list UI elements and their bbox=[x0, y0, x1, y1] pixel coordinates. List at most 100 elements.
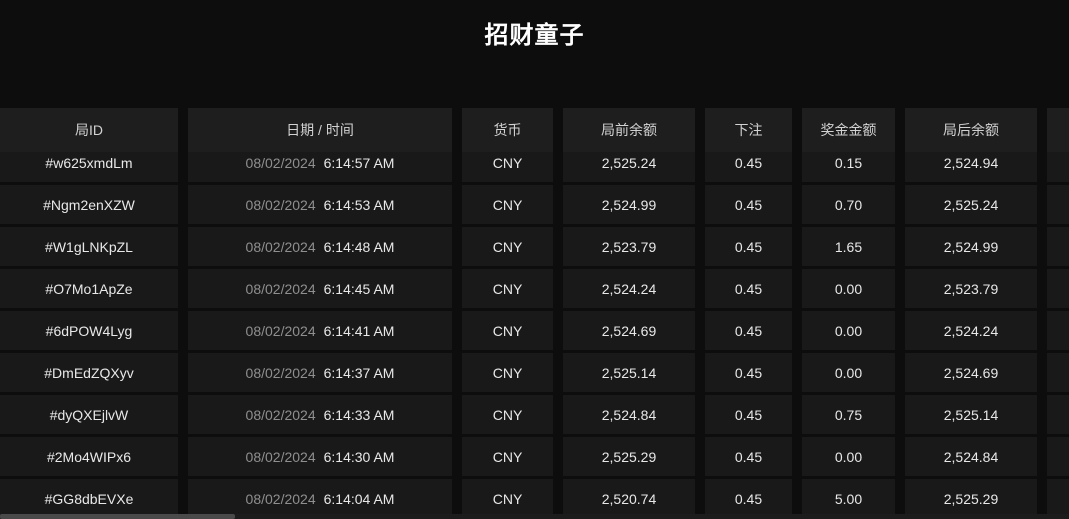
balance-before: 2,524.84 bbox=[563, 395, 695, 434]
column-header-bet: 下注 bbox=[705, 108, 792, 152]
spacer-cell bbox=[1047, 437, 1069, 476]
spacer-cell bbox=[1047, 185, 1069, 224]
table-header: 局ID 日期 / 时间 货币 局前余额 下注 奖金金额 局后余额 bbox=[0, 108, 1069, 152]
date: 08/02/2024 bbox=[245, 448, 316, 465]
round-id: #dyQXEjlvW bbox=[0, 395, 178, 434]
table-row: #GG8dbEVXe 08/02/2024 6:14:04 AM CNY 2,5… bbox=[0, 479, 1069, 518]
time: 6:14:04 AM bbox=[323, 490, 395, 507]
time: 6:14:57 AM bbox=[323, 154, 395, 171]
table-row: #W1gLNKpZL 08/02/2024 6:14:48 AM CNY 2,5… bbox=[0, 227, 1069, 266]
date: 08/02/2024 bbox=[245, 280, 316, 297]
prize: 0.00 bbox=[802, 269, 895, 308]
balance-after: 2,525.14 bbox=[905, 395, 1037, 434]
prize: 0.75 bbox=[802, 395, 895, 434]
currency: CNY bbox=[462, 437, 553, 476]
prize: 0.00 bbox=[802, 437, 895, 476]
currency: CNY bbox=[462, 185, 553, 224]
date: 08/02/2024 bbox=[245, 238, 316, 255]
time: 6:14:48 AM bbox=[323, 238, 395, 255]
page-title: 招财童子 bbox=[484, 22, 585, 49]
currency: CNY bbox=[462, 353, 553, 392]
date: 08/02/2024 bbox=[245, 364, 316, 381]
datetime-cell: 08/02/2024 6:14:37 AM bbox=[188, 353, 452, 392]
bet: 0.45 bbox=[705, 353, 792, 392]
time: 6:14:33 AM bbox=[323, 406, 395, 423]
column-header-round-id: 局ID bbox=[0, 108, 178, 152]
column-header-balance-before: 局前余额 bbox=[563, 108, 695, 152]
spacer-cell bbox=[1047, 479, 1069, 518]
balance-after: 2,523.79 bbox=[905, 269, 1037, 308]
date: 08/02/2024 bbox=[245, 490, 316, 507]
currency: CNY bbox=[462, 311, 553, 350]
balance-after: 2,525.24 bbox=[905, 185, 1037, 224]
balance-before: 2,524.99 bbox=[563, 185, 695, 224]
table-row: #O7Mo1ApZe 08/02/2024 6:14:45 AM CNY 2,5… bbox=[0, 269, 1069, 308]
currency: CNY bbox=[462, 479, 553, 518]
datetime-cell: 08/02/2024 6:14:33 AM bbox=[188, 395, 452, 434]
time: 6:14:30 AM bbox=[323, 448, 395, 465]
round-id: #O7Mo1ApZe bbox=[0, 269, 178, 308]
balance-after: 2,524.69 bbox=[905, 353, 1037, 392]
currency: CNY bbox=[462, 269, 553, 308]
date: 08/02/2024 bbox=[245, 196, 316, 213]
currency: CNY bbox=[462, 227, 553, 266]
table-row: #2Mo4WIPx6 08/02/2024 6:14:30 AM CNY 2,5… bbox=[0, 437, 1069, 476]
horizontal-scrollbar[interactable] bbox=[0, 514, 1069, 519]
datetime-cell: 08/02/2024 6:14:45 AM bbox=[188, 269, 452, 308]
column-header-balance-after: 局后余额 bbox=[905, 108, 1037, 152]
prize: 1.65 bbox=[802, 227, 895, 266]
column-header-datetime: 日期 / 时间 bbox=[188, 108, 452, 152]
bet: 0.45 bbox=[705, 479, 792, 518]
date: 08/02/2024 bbox=[245, 406, 316, 423]
balance-after: 2,524.99 bbox=[905, 227, 1037, 266]
balance-before: 2,524.69 bbox=[563, 311, 695, 350]
datetime-cell: 08/02/2024 6:14:30 AM bbox=[188, 437, 452, 476]
round-id: #6dPOW4Lyg bbox=[0, 311, 178, 350]
bet: 0.45 bbox=[705, 185, 792, 224]
round-id: #GG8dbEVXe bbox=[0, 479, 178, 518]
datetime-cell: 08/02/2024 6:14:04 AM bbox=[188, 479, 452, 518]
balance-before: 2,523.79 bbox=[563, 227, 695, 266]
column-header-prize: 奖金金额 bbox=[802, 108, 895, 152]
time: 6:14:45 AM bbox=[323, 280, 395, 297]
table-row: #6dPOW4Lyg 08/02/2024 6:14:41 AM CNY 2,5… bbox=[0, 311, 1069, 350]
prize: 5.00 bbox=[802, 479, 895, 518]
spacer-cell bbox=[1047, 311, 1069, 350]
time: 6:14:53 AM bbox=[323, 196, 395, 213]
round-id: #DmEdZQXyv bbox=[0, 353, 178, 392]
table-row: #dyQXEjlvW 08/02/2024 6:14:33 AM CNY 2,5… bbox=[0, 395, 1069, 434]
spacer-cell bbox=[1047, 353, 1069, 392]
table-body: #w625xmdLm 08/02/2024 6:14:57 AM CNY 2,5… bbox=[0, 143, 1069, 518]
datetime-cell: 08/02/2024 6:14:41 AM bbox=[188, 311, 452, 350]
datetime-cell: 08/02/2024 6:14:48 AM bbox=[188, 227, 452, 266]
balance-before: 2,525.14 bbox=[563, 353, 695, 392]
bet: 0.45 bbox=[705, 395, 792, 434]
column-header-spacer bbox=[1047, 108, 1069, 152]
time: 6:14:41 AM bbox=[323, 322, 395, 339]
scrollbar-thumb[interactable] bbox=[0, 514, 235, 519]
bet: 0.45 bbox=[705, 269, 792, 308]
balance-after: 2,525.29 bbox=[905, 479, 1037, 518]
spacer-cell bbox=[1047, 143, 1069, 182]
round-id: #2Mo4WIPx6 bbox=[0, 437, 178, 476]
balance-after: 2,524.24 bbox=[905, 311, 1037, 350]
prize: 0.00 bbox=[802, 353, 895, 392]
balance-before: 2,524.24 bbox=[563, 269, 695, 308]
date: 08/02/2024 bbox=[245, 154, 316, 171]
round-id: #W1gLNKpZL bbox=[0, 227, 178, 266]
time: 6:14:37 AM bbox=[323, 364, 395, 381]
title-bar: 招财童子 bbox=[0, 0, 1069, 108]
history-table: 局ID 日期 / 时间 货币 局前余额 下注 奖金金额 局后余额 #w625xm… bbox=[0, 108, 1069, 518]
bet: 0.45 bbox=[705, 437, 792, 476]
bet: 0.45 bbox=[705, 311, 792, 350]
balance-after: 2,524.84 bbox=[905, 437, 1037, 476]
column-header-currency: 货币 bbox=[462, 108, 553, 152]
datetime-cell: 08/02/2024 6:14:53 AM bbox=[188, 185, 452, 224]
prize: 0.00 bbox=[802, 311, 895, 350]
prize: 0.70 bbox=[802, 185, 895, 224]
table-row: #Ngm2enXZW 08/02/2024 6:14:53 AM CNY 2,5… bbox=[0, 185, 1069, 224]
table-row: #DmEdZQXyv 08/02/2024 6:14:37 AM CNY 2,5… bbox=[0, 353, 1069, 392]
balance-before: 2,525.29 bbox=[563, 437, 695, 476]
spacer-cell bbox=[1047, 269, 1069, 308]
